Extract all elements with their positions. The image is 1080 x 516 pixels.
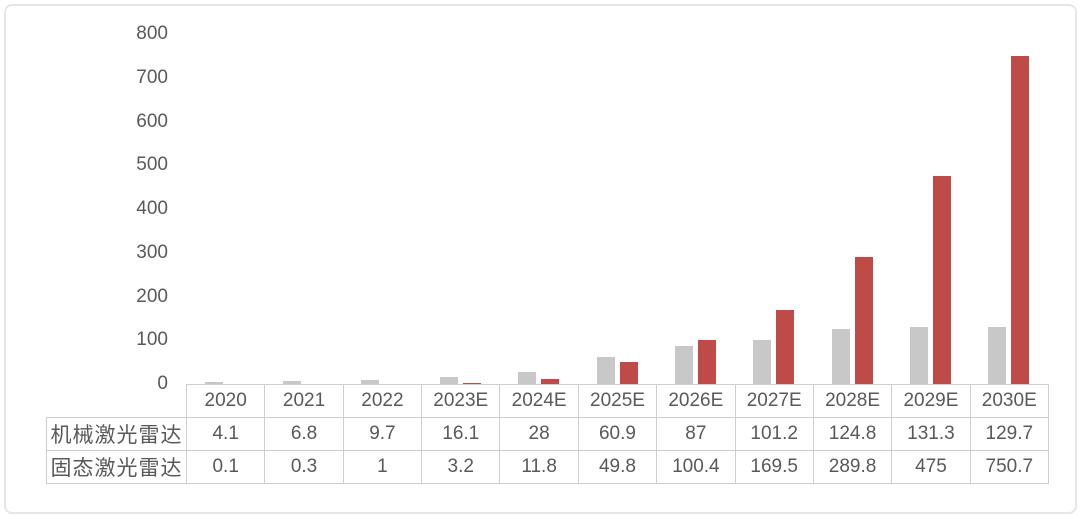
bar-mechanical-lidar (831, 329, 850, 384)
value-cell: 9.7 (342, 417, 423, 451)
bar-mechanical-lidar (988, 327, 1007, 384)
bar-solid-state-lidar (776, 309, 795, 384)
value-cell: 475 (891, 450, 971, 484)
bar-solid-state-lidar (932, 176, 951, 384)
y-axis-tick-label: 200 (136, 285, 168, 307)
bar-mechanical-lidar (674, 345, 693, 384)
bar-solid-state-lidar (541, 378, 560, 384)
value-cell: 28 (499, 417, 579, 451)
series-label-cell: 机械激光雷达 (46, 417, 187, 451)
value-cell: 101.2 (734, 417, 814, 451)
table-row: 机械激光雷达 4.1 6.8 9.7 16.1 28 60.9 87 101.2 124.8 131… (46, 417, 1049, 451)
y-axis-tick-label: 500 (136, 154, 168, 176)
y-axis-tick-label: 0 (157, 373, 168, 394)
value-cell: 4.1 (185, 417, 266, 451)
bar-solid-state-lidar (697, 340, 716, 384)
data-table: 2020 2021 2022 2023E 2024E 2025E 2026E 2027E 202… (46, 384, 1049, 484)
bar-solid-state-lidar (462, 382, 481, 384)
value-cell: 289.8 (812, 450, 893, 484)
value-cell: 60.9 (577, 417, 658, 451)
y-axis-tick-label: 700 (136, 66, 168, 88)
table-header-row: 2020 2021 2022 2023E 2024E 2025E 2026E 2027E 202… (47, 384, 1049, 418)
year-header-cell: 2029E (891, 384, 971, 418)
year-header-cell: 2024E (499, 384, 579, 418)
bar-mechanical-lidar (518, 371, 537, 384)
value-cell: 129.7 (969, 417, 1049, 451)
y-axis-tick-label: 100 (136, 329, 168, 351)
year-header-cell: 2027E (734, 384, 814, 418)
bar-mechanical-lidar (361, 379, 380, 384)
plot-area (186, 0, 1048, 384)
year-header-cell: 2028E (812, 384, 893, 418)
year-header-cell: 2026E (656, 384, 736, 418)
value-cell: 87 (656, 417, 736, 451)
y-axis-tick-label: 800 (136, 23, 168, 44)
year-header-cell: 2025E (577, 384, 658, 418)
bar-mechanical-lidar (753, 339, 772, 384)
value-cell: 131.3 (891, 417, 971, 451)
value-cell: 3.2 (421, 450, 501, 484)
y-axis-tick-label: 600 (136, 110, 168, 132)
value-cell: 0.3 (264, 450, 344, 484)
year-header-cell: 2023E (421, 384, 501, 418)
bar-solid-state-lidar (854, 257, 873, 384)
year-header-cell: 2030E (969, 384, 1049, 418)
series-label-cell: 固态激光雷达 (46, 450, 187, 484)
y-axis-tick-label: 300 (136, 241, 168, 263)
bar-mechanical-lidar (283, 381, 302, 384)
value-cell: 16.1 (421, 417, 501, 451)
bar-mechanical-lidar (439, 376, 458, 384)
value-cell: 6.8 (264, 417, 344, 451)
table-row: 固态激光雷达 0.1 0.3 1 3.2 11.8 49.8 100.4 169.5 289.8 4… (46, 450, 1049, 484)
value-cell: 750.7 (969, 450, 1049, 484)
value-cell: 11.8 (499, 450, 579, 484)
bar-mechanical-lidar (204, 382, 223, 384)
bar-solid-state-lidar (1011, 55, 1030, 384)
year-header-cell: 2021 (264, 384, 344, 418)
bar-mechanical-lidar (909, 326, 928, 384)
value-cell: 49.8 (577, 450, 658, 484)
y-axis-tick-label: 400 (136, 198, 168, 219)
value-cell: 0.1 (185, 450, 266, 484)
value-cell: 169.5 (734, 450, 814, 484)
table-corner-cell (47, 385, 187, 418)
bar-solid-state-lidar (619, 362, 638, 384)
year-header-cell: 2022 (342, 384, 423, 418)
value-cell: 100.4 (656, 450, 736, 484)
value-cell: 1 (342, 450, 423, 484)
year-header-cell: 2020 (185, 384, 266, 418)
bar-mechanical-lidar (596, 357, 615, 384)
value-cell: 124.8 (812, 417, 893, 451)
